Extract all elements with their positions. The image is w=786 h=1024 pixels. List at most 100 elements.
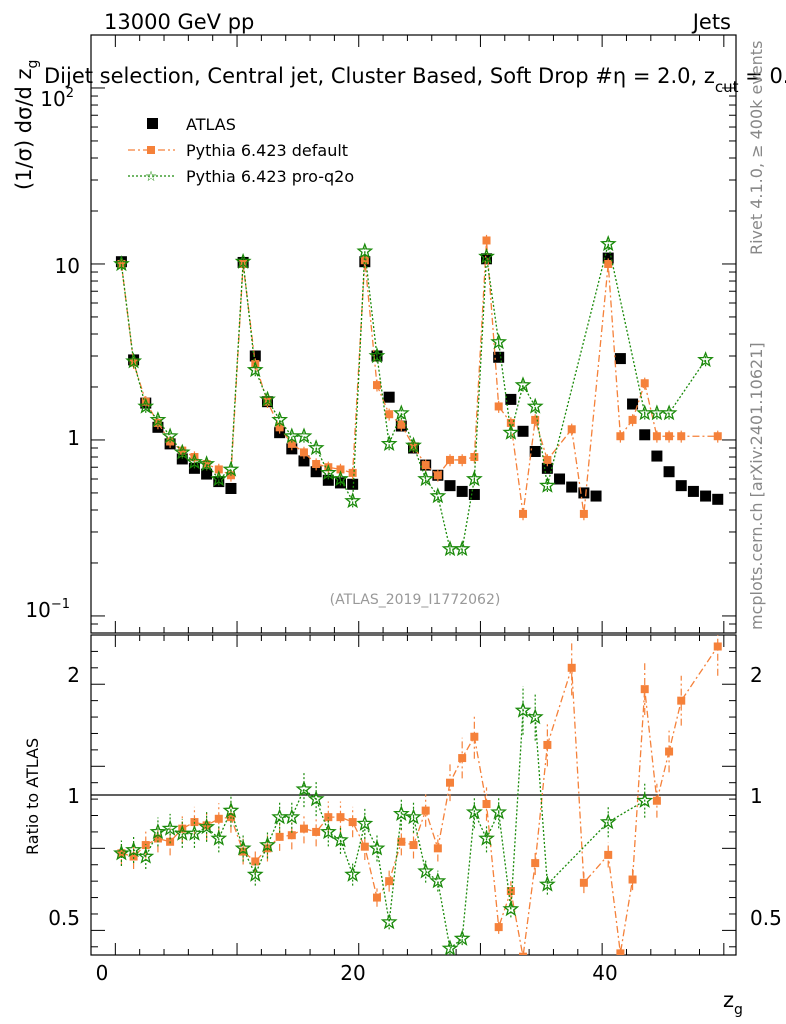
ratio-point-proq2o bbox=[478, 829, 495, 846]
ratio-point-proq2o bbox=[149, 823, 167, 840]
ratio-point-proq2o bbox=[392, 805, 410, 821]
point-proq2o bbox=[538, 476, 556, 493]
point-proq2o bbox=[356, 242, 374, 259]
x-label-sub: g bbox=[734, 1002, 743, 1018]
ratio-point-proq2o bbox=[453, 929, 471, 946]
point-default bbox=[312, 460, 321, 469]
ratio-point-default bbox=[372, 893, 381, 902]
point-default bbox=[531, 415, 540, 424]
point-atlas bbox=[578, 487, 590, 499]
point-proq2o bbox=[417, 470, 435, 487]
ratio-point-default bbox=[494, 923, 503, 932]
point-proq2o bbox=[429, 487, 447, 504]
ratio-point-default bbox=[446, 778, 455, 787]
ratio-point-default bbox=[421, 806, 430, 815]
ratio-point-proq2o bbox=[465, 803, 483, 820]
legend: ATLAS Pythia 6.423 default ☆ Pythia 6.42… bbox=[128, 115, 354, 186]
point-atlas bbox=[529, 445, 541, 457]
point-proq2o bbox=[161, 427, 179, 444]
y-axis-label: (1/σ) dσ/d zg bbox=[12, 60, 41, 190]
point-atlas bbox=[334, 477, 346, 489]
point-atlas bbox=[675, 480, 687, 492]
ratio-series-line bbox=[121, 709, 646, 950]
y-tick-100: 102 bbox=[40, 86, 74, 111]
legend-label-proq2o: Pythia 6.423 pro-q2o bbox=[186, 167, 354, 186]
ratio-point-proq2o bbox=[125, 841, 143, 858]
point-proq2o bbox=[514, 376, 532, 393]
point-atlas bbox=[298, 455, 310, 467]
point-default bbox=[360, 256, 369, 265]
point-atlas bbox=[249, 350, 261, 362]
point-atlas bbox=[371, 350, 383, 362]
point-proq2o bbox=[660, 404, 678, 421]
ratio-point-default bbox=[409, 841, 418, 850]
side-label-site: mcplots.cern.ch [arXiv:2401.10621] bbox=[747, 342, 766, 630]
ratio-point-default bbox=[324, 813, 333, 822]
point-proq2o bbox=[344, 492, 362, 509]
y-tick-100-exp: 2 bbox=[66, 86, 74, 101]
point-default bbox=[421, 461, 430, 470]
ratio-point-default bbox=[579, 878, 588, 887]
point-proq2o bbox=[502, 423, 520, 440]
ratio-point-default bbox=[713, 642, 722, 651]
point-atlas bbox=[712, 493, 724, 505]
point-proq2o bbox=[405, 436, 422, 453]
ratio-point-proq2o bbox=[538, 875, 556, 892]
point-atlas bbox=[310, 466, 322, 478]
ratio-point-proq2o bbox=[332, 831, 349, 848]
point-proq2o bbox=[526, 397, 544, 414]
point-atlas bbox=[517, 425, 529, 437]
ratio-point-default bbox=[640, 685, 649, 694]
series-line bbox=[120, 243, 707, 550]
ratio-point-proq2o bbox=[283, 808, 301, 825]
ratio-point-proq2o bbox=[417, 862, 435, 879]
point-atlas bbox=[176, 453, 188, 465]
ratio-point-proq2o bbox=[344, 865, 362, 882]
ratio-point-proq2o bbox=[599, 813, 617, 830]
ratio-point-default bbox=[141, 841, 150, 850]
ratio-point-default bbox=[470, 732, 479, 741]
ratio-point-proq2o bbox=[234, 839, 252, 856]
ratio-point-default bbox=[567, 663, 576, 672]
point-atlas bbox=[541, 462, 553, 474]
side-label-rivet: Rivet 4.1.0, ≥ 400k events bbox=[747, 41, 766, 255]
header-left: 13000 GeV pp bbox=[104, 10, 254, 34]
point-proq2o bbox=[234, 252, 252, 269]
point-proq2o bbox=[186, 453, 203, 470]
point-default bbox=[506, 418, 515, 427]
ratio-point-default bbox=[433, 844, 442, 853]
point-atlas bbox=[468, 488, 480, 500]
x-tick-20: 20 bbox=[340, 961, 365, 985]
point-proq2o bbox=[380, 435, 398, 451]
legend-marker-default bbox=[147, 146, 155, 154]
ratio-y-axis-label: Ratio to ATLAS bbox=[23, 738, 42, 855]
point-proq2o bbox=[222, 460, 240, 477]
point-default bbox=[336, 465, 345, 474]
point-default bbox=[372, 381, 381, 390]
x-label-main: z bbox=[723, 988, 734, 1012]
point-proq2o bbox=[125, 352, 143, 369]
legend-marker-proq2o: ☆ bbox=[145, 169, 158, 185]
ratio-point-proq2o bbox=[490, 803, 508, 820]
x-tick-40: 40 bbox=[592, 961, 617, 985]
point-default bbox=[494, 402, 503, 411]
point-default bbox=[433, 471, 442, 480]
point-default bbox=[299, 448, 308, 457]
ratio-point-default bbox=[604, 850, 613, 859]
point-atlas bbox=[225, 482, 237, 494]
point-proq2o bbox=[697, 351, 714, 368]
plot-title: Dijet selection, Central jet, Cluster Ba… bbox=[44, 64, 786, 96]
y-tick-0.1-base: 10 bbox=[25, 598, 50, 622]
point-proq2o bbox=[113, 255, 130, 272]
ratio-point-default bbox=[360, 842, 369, 851]
point-proq2o bbox=[210, 470, 228, 487]
ratio-tick-2: 2 bbox=[67, 663, 80, 687]
point-default bbox=[190, 453, 199, 462]
point-default bbox=[652, 432, 661, 441]
point-default bbox=[458, 455, 467, 464]
ratio-point-proq2o bbox=[441, 939, 459, 955]
point-atlas bbox=[322, 474, 334, 486]
point-proq2o bbox=[392, 404, 410, 421]
ratio-tick-1-right: 1 bbox=[750, 784, 763, 808]
